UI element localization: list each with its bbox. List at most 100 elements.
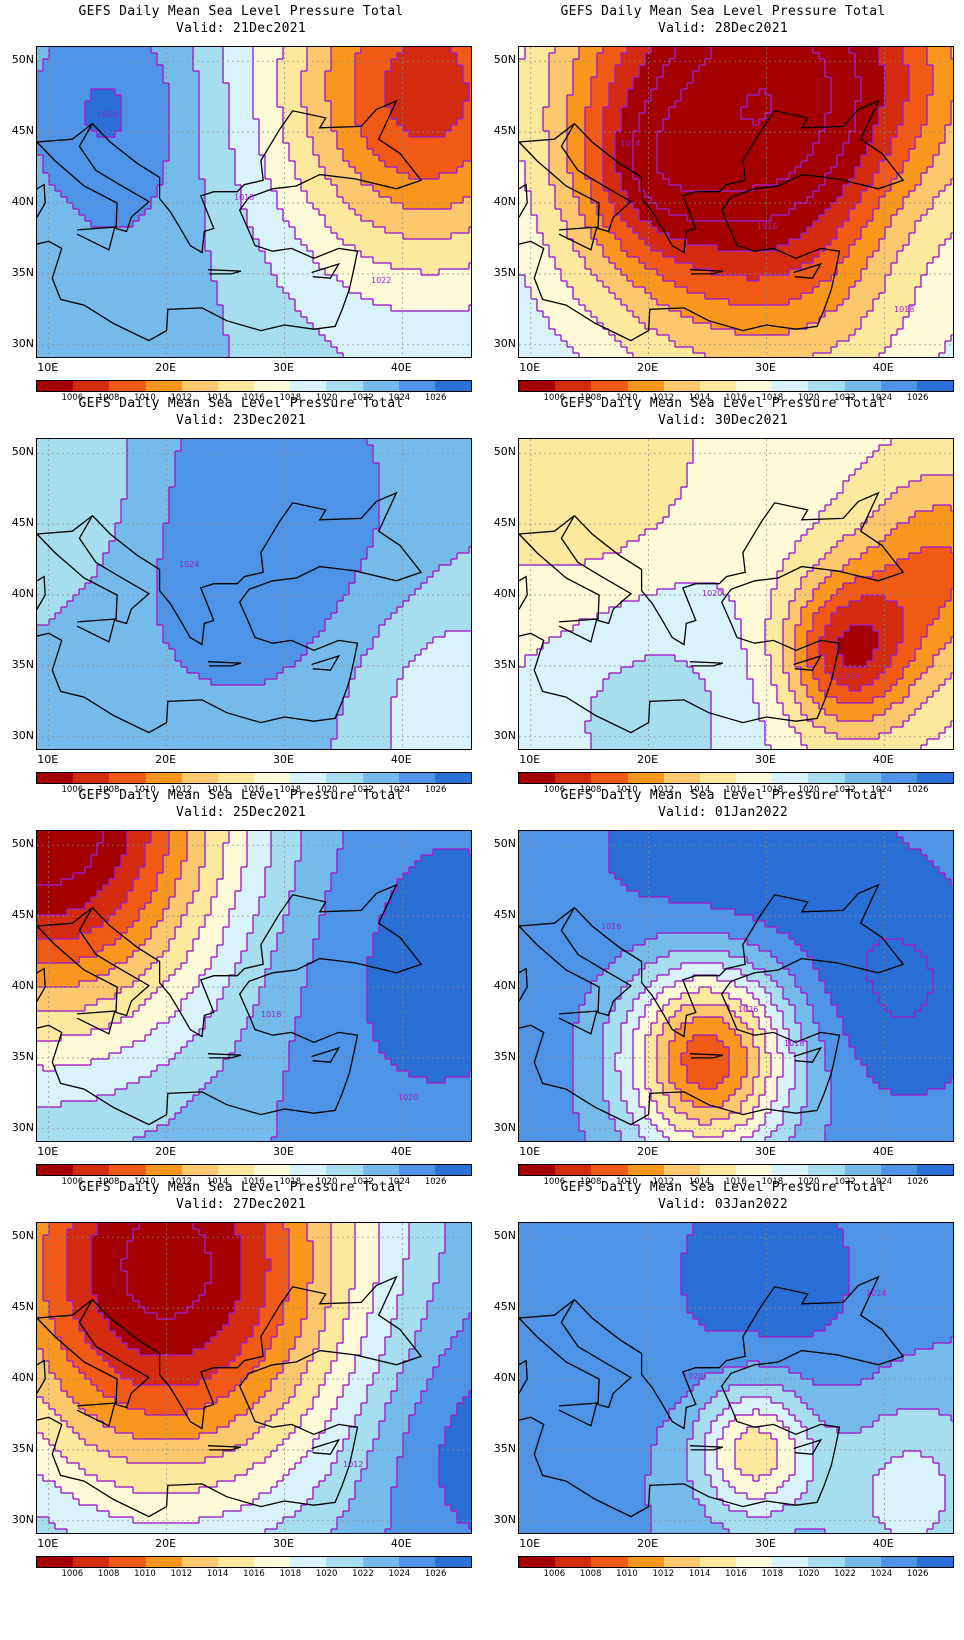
colorbar-label: 1014 — [685, 1569, 715, 1579]
lat-label: 50N — [4, 837, 34, 850]
contour-label: 1010 — [839, 672, 859, 681]
colorbar-segment — [555, 773, 592, 783]
lat-label: 30N — [486, 337, 516, 350]
colorbar-segment — [880, 773, 917, 783]
lat-label: 45N — [4, 516, 34, 529]
colorbar-segment — [109, 1165, 146, 1175]
lon-label: 30E — [263, 1145, 303, 1158]
lon-label: 20E — [146, 1537, 186, 1550]
colorbar-label: 1010 — [612, 393, 642, 403]
contour-label: 1014 — [620, 139, 640, 148]
colorbar-segment — [699, 1165, 737, 1175]
colorbar-segment — [627, 1165, 664, 1175]
valid-prefix: Valid: — [658, 21, 707, 36]
lat-label: 45N — [486, 124, 516, 137]
lat-label: 35N — [486, 658, 516, 671]
colorbar-label: 1012 — [166, 393, 196, 403]
colorbar — [518, 772, 954, 784]
lat-label: 50N — [486, 1229, 516, 1242]
colorbar-segment — [663, 1165, 700, 1175]
colorbar-segment — [217, 1165, 255, 1175]
lon-label: 10E — [510, 361, 550, 374]
colorbar-label: 1022 — [830, 393, 860, 403]
colorbar-segment — [362, 773, 399, 783]
colorbar-label: 1010 — [130, 785, 160, 795]
colorbar-label: 1012 — [166, 785, 196, 795]
colorbar-segment — [254, 1557, 291, 1567]
colorbar-label: 1010 — [612, 785, 642, 795]
colorbar-segment — [398, 1165, 435, 1175]
colorbar-segment — [699, 381, 737, 391]
colorbar-label: 1026 — [421, 393, 451, 403]
colorbar-label: 1020 — [312, 393, 342, 403]
colorbar-label: 1026 — [421, 1177, 451, 1187]
lat-label: 50N — [486, 445, 516, 458]
valid-date-value: 28Dec2021 — [715, 21, 788, 36]
colorbar-segment — [519, 1557, 556, 1567]
colorbar-segment — [736, 773, 773, 783]
colorbar-segment — [591, 381, 628, 391]
contour-label: 1018 — [261, 1010, 281, 1019]
colorbar-label: 1012 — [648, 1569, 678, 1579]
valid-date: Valid: 21Dec2021 — [0, 21, 482, 36]
colorbar-segment — [808, 1165, 845, 1175]
colorbar-label: 1026 — [903, 1569, 933, 1579]
contour-label: 1018 — [784, 1039, 804, 1048]
colorbar-segment — [519, 381, 556, 391]
colorbar-label: 1016 — [721, 785, 751, 795]
colorbar-label: 1018 — [275, 785, 305, 795]
colorbar-segment — [772, 1165, 809, 1175]
lat-label: 35N — [4, 1442, 34, 1455]
colorbar-segment — [362, 1557, 399, 1567]
map-panel: GEFS Daily Mean Sea Level Pressure Total… — [482, 1176, 964, 1586]
colorbar-segment — [326, 1165, 363, 1175]
colorbar-segment — [217, 381, 255, 391]
colorbar-segment — [73, 1557, 110, 1567]
valid-date-value: 01Jan2022 — [715, 805, 788, 820]
colorbar-segment — [181, 1557, 218, 1567]
colorbar-segment — [73, 773, 110, 783]
lat-label: 50N — [486, 837, 516, 850]
colorbar-label: 1016 — [239, 1177, 269, 1187]
colorbar-segment — [434, 1165, 472, 1175]
colorbar-label: 1010 — [130, 393, 160, 403]
colorbar-label: 1014 — [203, 393, 233, 403]
colorbar-label: 1008 — [94, 1569, 124, 1579]
colorbar-label: 1010 — [130, 1177, 160, 1187]
colorbar-segment — [145, 773, 182, 783]
valid-date: Valid: 03Jan2022 — [482, 1197, 964, 1212]
colorbar-segment — [109, 773, 146, 783]
contour-label: 1012 — [343, 1460, 363, 1469]
colorbar-label: 1006 — [539, 1177, 569, 1187]
pressure-map: 1016 1018 1022 — [36, 46, 472, 358]
lat-label: 30N — [4, 729, 34, 742]
colorbar-label: 1024 — [866, 393, 896, 403]
colorbar-segment — [591, 1165, 628, 1175]
colorbar-segment — [181, 773, 218, 783]
lat-label: 50N — [486, 53, 516, 66]
colorbar-label: 1008 — [94, 393, 124, 403]
lon-label: 40E — [863, 1537, 903, 1550]
colorbar-segment — [916, 1557, 954, 1567]
lon-label: 10E — [28, 361, 68, 374]
lon-label: 40E — [863, 753, 903, 766]
colorbar-segment — [844, 381, 881, 391]
valid-prefix: Valid: — [176, 805, 225, 820]
colorbar-label: 1012 — [166, 1177, 196, 1187]
colorbar-label: 1016 — [721, 1177, 751, 1187]
panel-title: GEFS Daily Mean Sea Level Pressure Total — [0, 788, 482, 803]
contour-label: 1020 — [702, 589, 722, 598]
colorbar-label: 1014 — [203, 785, 233, 795]
lon-label: 20E — [146, 361, 186, 374]
colorbar-label: 1008 — [576, 1569, 606, 1579]
colorbar-label: 1006 — [57, 785, 87, 795]
colorbar-label: 1014 — [685, 785, 715, 795]
colorbar-segment — [699, 773, 737, 783]
colorbar-segment — [916, 1165, 954, 1175]
colorbar-segment — [772, 381, 809, 391]
colorbar-label: 1018 — [757, 1177, 787, 1187]
colorbar-label: 1022 — [830, 785, 860, 795]
colorbar-label: 1010 — [612, 1569, 642, 1579]
lat-label: 35N — [486, 266, 516, 279]
lat-label: 40N — [4, 587, 34, 600]
